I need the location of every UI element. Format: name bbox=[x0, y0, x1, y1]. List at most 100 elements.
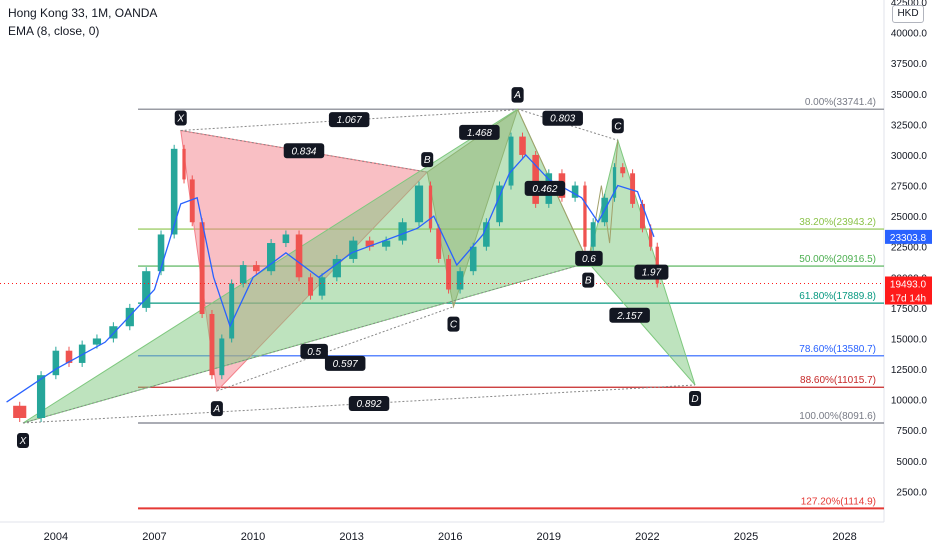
candle-body bbox=[239, 265, 247, 284]
candle-body bbox=[612, 167, 617, 198]
bullish-point-c-label: C bbox=[611, 118, 624, 134]
ratio-label-bg bbox=[634, 264, 669, 280]
candle-body bbox=[414, 185, 424, 223]
candle-body bbox=[209, 314, 215, 376]
bullish-point-d-label: D bbox=[689, 390, 702, 406]
candle-body bbox=[349, 240, 358, 259]
candle-body bbox=[65, 350, 73, 363]
candle-body bbox=[199, 222, 205, 314]
y-tick-label: 30000.0 bbox=[891, 151, 928, 162]
y-tick-label: 27500.0 bbox=[891, 182, 928, 193]
badge-text: 19493.0 bbox=[890, 279, 927, 290]
x-tick-label: 2004 bbox=[44, 531, 68, 543]
point-label-text: A bbox=[213, 404, 221, 415]
y-tick-label: 10000.0 bbox=[891, 396, 928, 407]
point-label-text: B bbox=[424, 155, 431, 166]
candle-body bbox=[398, 222, 407, 241]
price-axis bbox=[884, 0, 932, 550]
candle-body bbox=[295, 234, 303, 278]
candle-body bbox=[253, 265, 260, 272]
ema-price-badge: 23303.8 bbox=[885, 229, 932, 244]
candle-body bbox=[189, 179, 195, 223]
x-tick-label: 2022 bbox=[635, 531, 659, 543]
ratio-label-text: 0.834 bbox=[291, 146, 316, 157]
ratio-label-bull-cd: 1.97 bbox=[634, 264, 669, 280]
candle-body bbox=[267, 243, 276, 272]
badge-text: 17d 14h bbox=[890, 293, 926, 304]
bullish-point-a-label: A bbox=[511, 87, 524, 103]
candle-body bbox=[519, 136, 526, 155]
ratio-label-text: 0.892 bbox=[357, 399, 382, 410]
ratio-label-abc: 0.597 bbox=[324, 355, 366, 371]
candle-body bbox=[428, 185, 433, 229]
point-label-text: C bbox=[450, 320, 458, 331]
ratio-label-text: 0.5 bbox=[307, 347, 321, 358]
ratio-label-bg bbox=[542, 110, 583, 126]
candle-body bbox=[92, 338, 102, 345]
y-tick-label: 22500.0 bbox=[891, 243, 928, 254]
ratio-label-bg bbox=[459, 124, 500, 140]
y-tick-label: 35000.0 bbox=[891, 90, 928, 101]
point-label-text: B bbox=[585, 276, 592, 287]
y-tick-label: 5000.0 bbox=[896, 457, 927, 468]
bearish-point-b-label: B bbox=[421, 152, 434, 168]
y-tick-label: 40000.0 bbox=[891, 29, 928, 40]
y-tick-label: 17500.0 bbox=[891, 304, 928, 315]
ratio-label-bg bbox=[324, 355, 366, 371]
fib-level-label: 100.00%(8091.6) bbox=[799, 411, 876, 422]
candle-body bbox=[219, 338, 225, 376]
point-label-text: C bbox=[614, 121, 622, 132]
fib-level-label: 0.00%(33741.4) bbox=[805, 97, 876, 108]
y-tick-label: 32500.0 bbox=[891, 120, 928, 131]
candle-body bbox=[125, 307, 134, 327]
point-label-bg bbox=[210, 401, 223, 417]
currency-button[interactable]: HKD bbox=[892, 5, 924, 23]
candle-body bbox=[36, 375, 46, 418]
point-label-bg bbox=[611, 118, 624, 134]
candle-body bbox=[142, 271, 151, 308]
x-tick-label: 2013 bbox=[339, 531, 363, 543]
point-label-bg bbox=[582, 272, 595, 288]
badge-bg bbox=[885, 276, 932, 291]
ratio-label-bg bbox=[300, 343, 328, 359]
point-label-text: X bbox=[19, 436, 27, 447]
point-label-text: D bbox=[691, 394, 698, 405]
point-label-bg bbox=[17, 432, 30, 448]
bearish-point-c-label: C bbox=[447, 316, 460, 332]
candle-body bbox=[13, 405, 27, 418]
ratio-label-bcd: 1.468 bbox=[459, 124, 500, 140]
point-label-bg bbox=[421, 152, 434, 168]
badge-bg bbox=[885, 290, 932, 305]
y-tick-label: 37500.0 bbox=[891, 59, 928, 70]
point-label-text: A bbox=[513, 90, 521, 101]
badge-bg bbox=[885, 229, 932, 244]
candle-body bbox=[170, 148, 178, 235]
bullish-point-b-label: B bbox=[582, 272, 595, 288]
bearish-point-x-label: X bbox=[174, 110, 187, 126]
ratio-label-small: 0.6 bbox=[575, 250, 603, 266]
bullish-point-x-label: X bbox=[17, 432, 30, 448]
ratio-label-bull-abc: 0.462 bbox=[524, 180, 566, 196]
candle-body bbox=[282, 234, 290, 244]
ratio-label-text: 0.597 bbox=[333, 359, 358, 370]
candle-body bbox=[483, 222, 490, 247]
y-tick-label: 25000.0 bbox=[891, 212, 928, 223]
x-tick-label: 2007 bbox=[142, 531, 166, 543]
y-tick-label: 7500.0 bbox=[896, 426, 927, 437]
badge-text: 23303.8 bbox=[890, 233, 927, 244]
candle-body bbox=[78, 344, 86, 363]
candle-body bbox=[332, 258, 341, 278]
ratio-label-text: 1.468 bbox=[467, 128, 492, 139]
candle-body bbox=[630, 173, 636, 204]
candle-body bbox=[308, 277, 314, 296]
candle-body bbox=[109, 326, 118, 339]
candle-body bbox=[469, 246, 477, 272]
ratio-label-text: 1.067 bbox=[337, 115, 362, 126]
candle-body bbox=[571, 185, 579, 198]
bearish-point-a-label: A bbox=[210, 401, 223, 417]
point-label-bg bbox=[174, 110, 187, 126]
ratio-label-bg bbox=[609, 307, 650, 323]
bearish-pattern-ac-line bbox=[216, 306, 454, 392]
bullish-pattern-xb-line bbox=[22, 262, 589, 424]
